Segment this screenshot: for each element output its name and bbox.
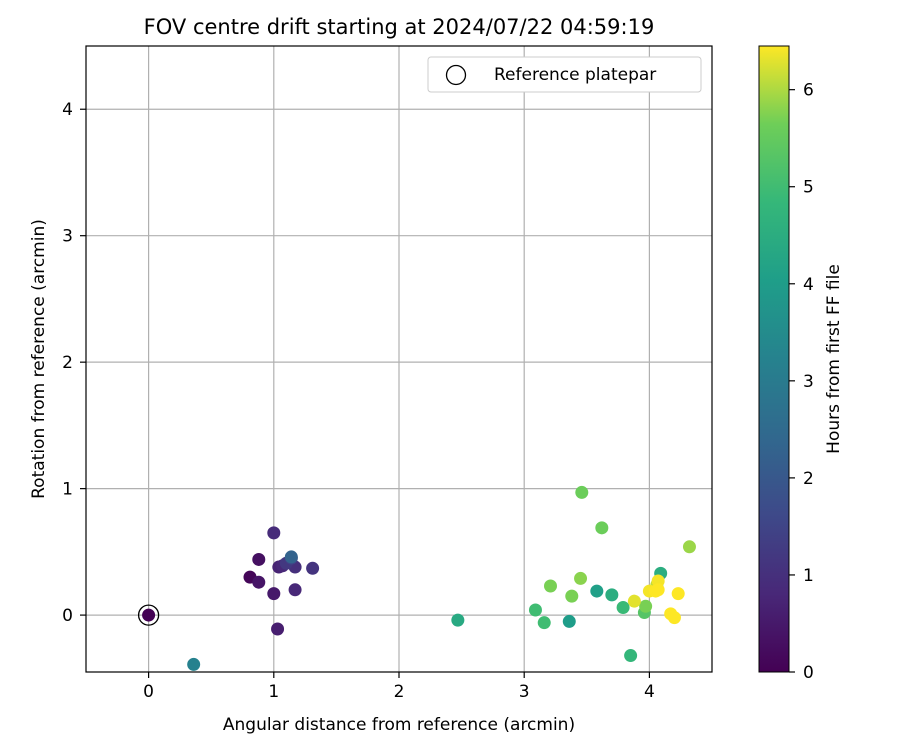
- data-point: [267, 526, 281, 540]
- data-point: [639, 599, 653, 613]
- data-point: [451, 613, 465, 627]
- data-point: [605, 588, 619, 602]
- data-point: [271, 622, 285, 636]
- legend: Reference platepar: [427, 56, 702, 93]
- data-point: [288, 583, 302, 597]
- y-tick-label: 4: [62, 100, 73, 120]
- data-point: [667, 611, 681, 625]
- colorbar-tick-label: 3: [803, 372, 814, 392]
- colorbar-tick-label: 1: [803, 566, 814, 586]
- colorbar-tick-label: 0: [803, 663, 814, 683]
- data-point: [624, 649, 638, 663]
- y-tick-label: 3: [62, 227, 73, 247]
- data-point: [590, 584, 604, 598]
- colorbar-tick-label: 4: [803, 275, 814, 295]
- legend-box: [427, 56, 702, 93]
- data-point: [543, 579, 557, 593]
- data-point: [595, 521, 609, 535]
- chart-title: FOV centre drift starting at 2024/07/22 …: [144, 15, 655, 39]
- data-point: [284, 550, 298, 564]
- data-point: [616, 601, 630, 615]
- reference-platepar-marker: [137, 604, 160, 626]
- colorbar-tick-label: 5: [803, 178, 814, 198]
- colorbar-ticks: 0 1 2 3 4 5 6: [789, 81, 814, 683]
- x-axis-ticks: 0 1 2 3 4: [143, 672, 655, 702]
- data-point: [682, 540, 696, 554]
- data-point: [528, 603, 542, 617]
- x-tick-label: 1: [268, 682, 279, 702]
- data-point: [252, 575, 266, 589]
- reference-marker: [137, 604, 160, 626]
- data-point: [671, 587, 685, 601]
- colorbar-label: Hours from first FF file: [824, 264, 844, 454]
- data-point: [562, 614, 576, 628]
- legend-marker-icon: [445, 64, 467, 86]
- grid-lines: [86, 46, 712, 672]
- data-point: [574, 571, 588, 585]
- colorbar-tick-label: 6: [803, 81, 814, 101]
- colorbar-tick-label: 2: [803, 469, 814, 489]
- data-point: [565, 589, 579, 603]
- y-tick-label: 0: [62, 606, 73, 626]
- data-point: [575, 485, 589, 499]
- y-axis-label: Rotation from reference (arcmin): [29, 219, 49, 499]
- data-point: [142, 608, 156, 622]
- legend-entry: Reference platepar: [494, 65, 656, 85]
- data-point: [627, 594, 641, 608]
- x-tick-label: 0: [143, 682, 154, 702]
- data-point: [537, 616, 551, 630]
- y-axis-ticks: 0 1 2 3 4: [62, 100, 86, 626]
- data-points: [142, 485, 696, 671]
- y-tick-label: 2: [62, 353, 73, 373]
- x-axis-label: Angular distance from reference (arcmin): [223, 715, 575, 735]
- data-point: [306, 561, 320, 575]
- x-tick-label: 3: [519, 682, 530, 702]
- y-tick-label: 1: [62, 480, 73, 500]
- data-point: [651, 583, 665, 597]
- x-tick-label: 4: [644, 682, 655, 702]
- data-point: [267, 587, 281, 601]
- data-point: [252, 552, 266, 566]
- colorbar: [758, 45, 790, 673]
- data-point: [187, 657, 201, 671]
- x-tick-label: 2: [394, 682, 405, 702]
